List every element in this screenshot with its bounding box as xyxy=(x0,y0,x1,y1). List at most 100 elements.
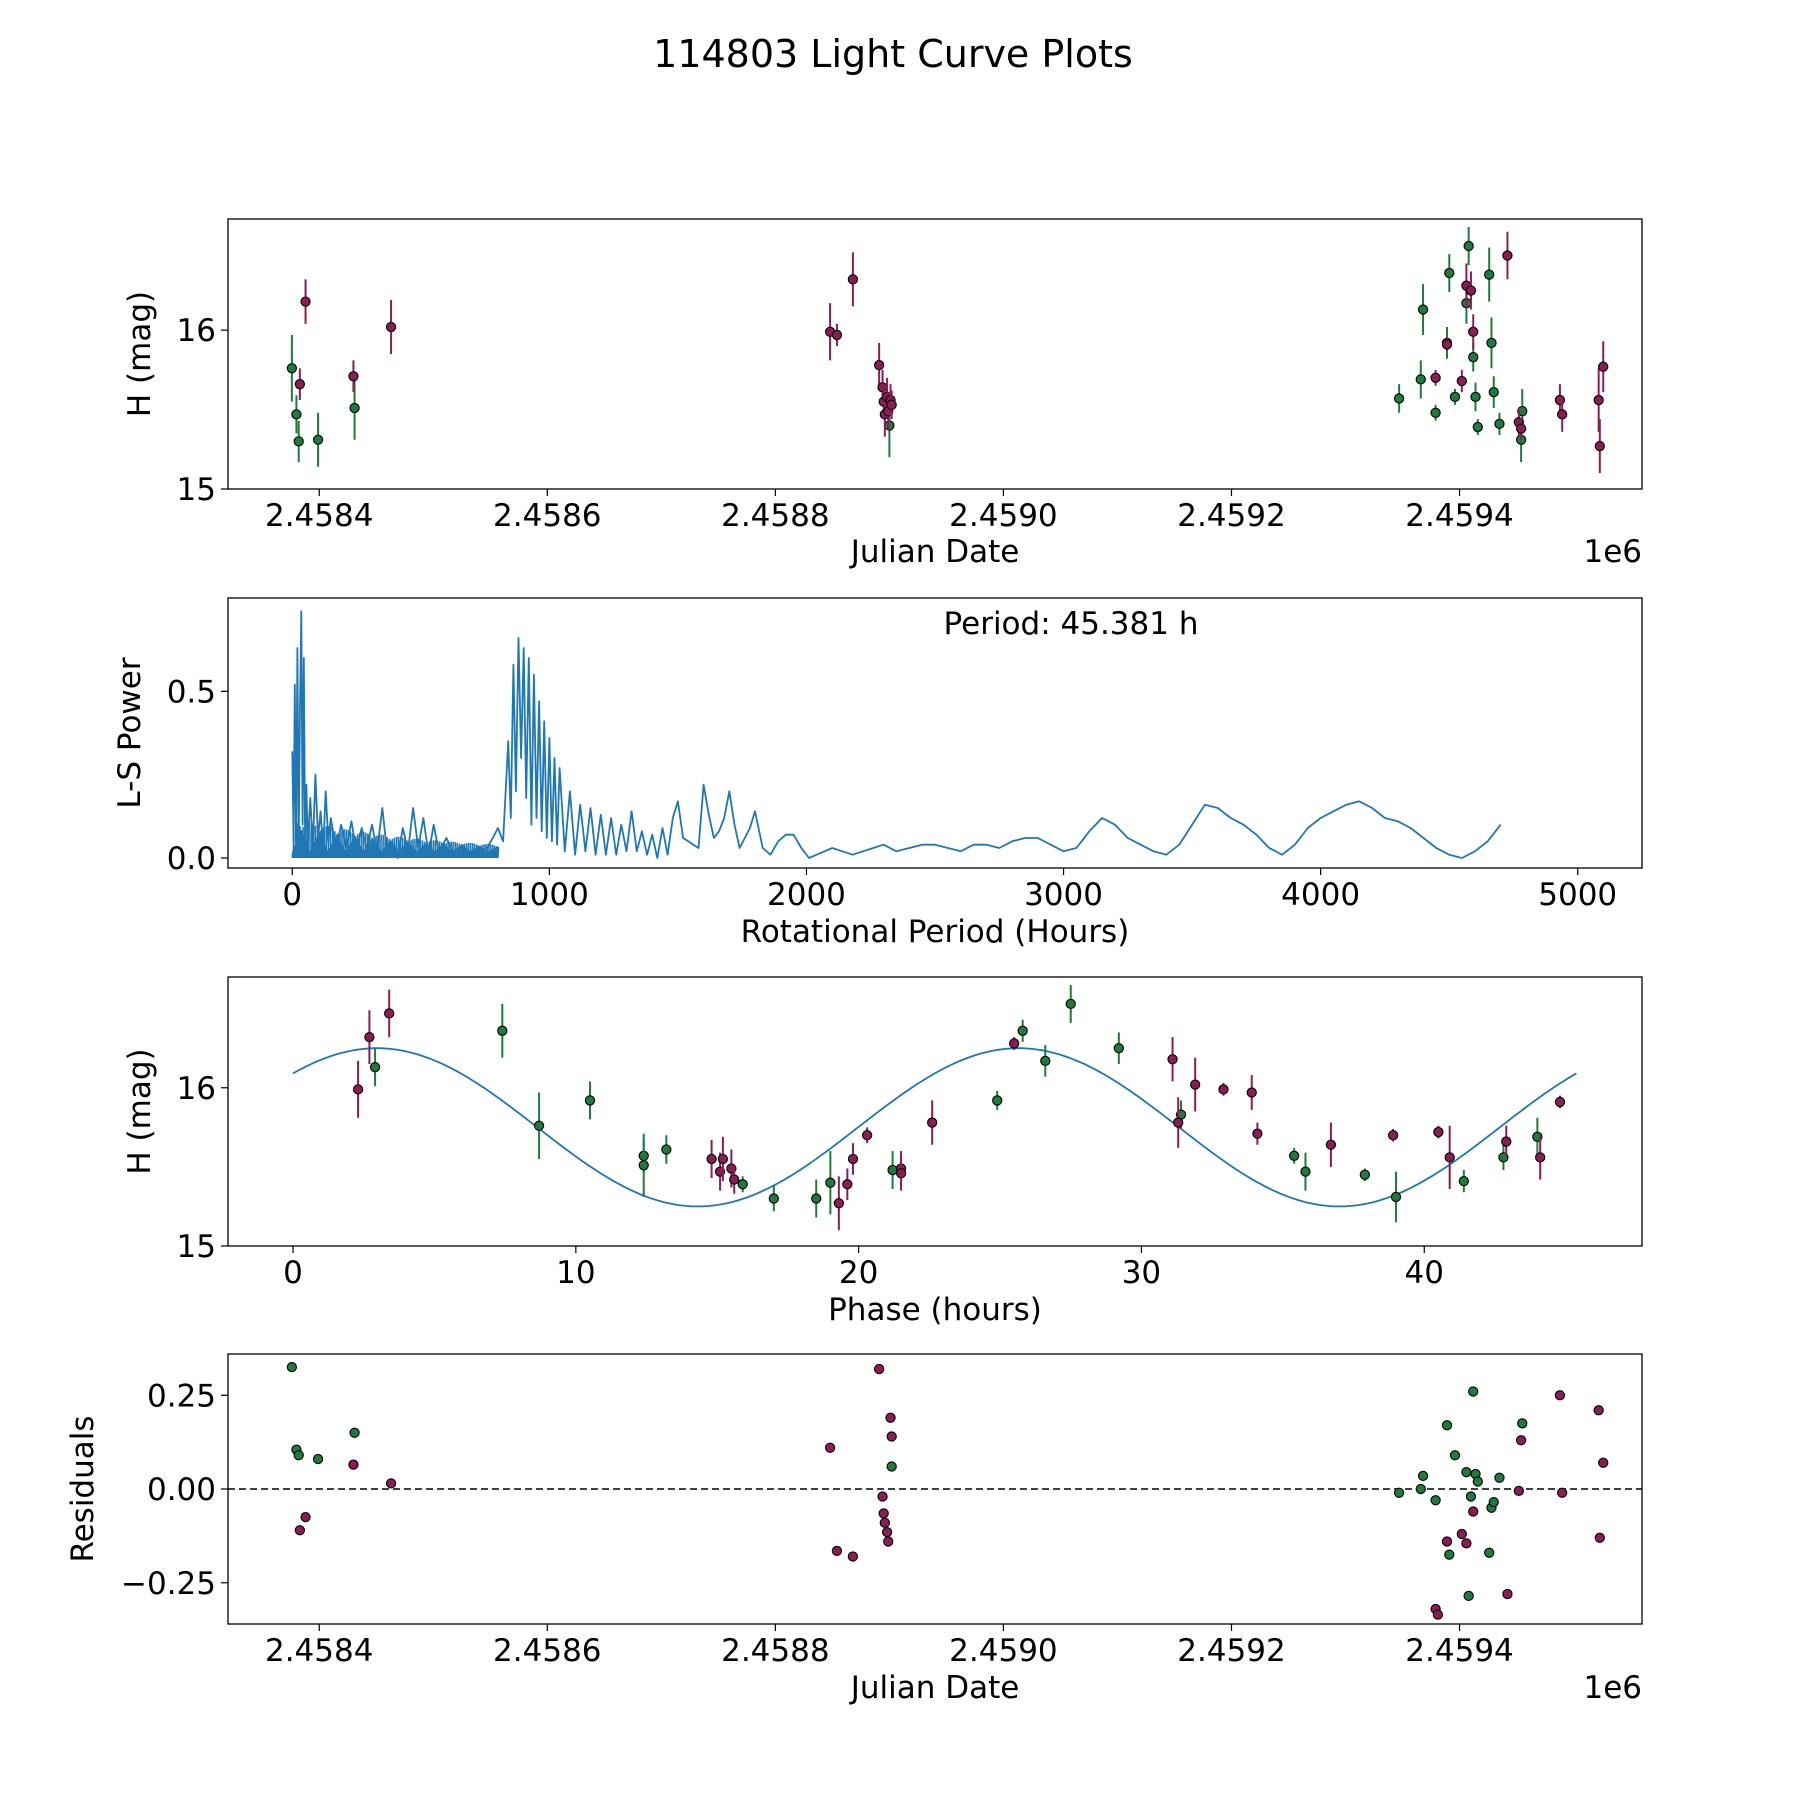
data-point-green xyxy=(1468,1386,1479,1397)
phased-plot-area xyxy=(292,984,1577,1231)
data-point-magenta xyxy=(847,1551,859,1562)
lightcurve-x-axis-label: Julian Date xyxy=(849,534,1020,570)
lightcurve-axes-frame xyxy=(227,218,1643,490)
data-point-green xyxy=(1461,1466,1472,1478)
data-point-green xyxy=(884,420,895,431)
residuals-x-offset-label: 1e6 xyxy=(1583,1670,1642,1706)
data-point-green xyxy=(1458,1175,1469,1187)
data-point-magenta xyxy=(1430,372,1441,383)
phased-series-green xyxy=(369,984,1543,1223)
data-point-magenta xyxy=(1252,1128,1263,1139)
data-point-green xyxy=(286,363,298,374)
x-tick-label: 2.4592 xyxy=(1177,498,1285,534)
data-point-magenta xyxy=(1594,1532,1605,1543)
data-point-magenta xyxy=(294,1525,305,1536)
x-tick-label: 0 xyxy=(283,1255,303,1291)
data-point-green xyxy=(1444,1549,1455,1560)
data-point-green xyxy=(1517,406,1528,417)
x-tick-label: 2.4584 xyxy=(265,1633,373,1669)
data-point-green xyxy=(1390,1191,1402,1203)
residuals-x-axis-label: Julian Date xyxy=(849,1670,1020,1706)
x-tick-label: 2.4584 xyxy=(265,498,373,534)
data-point-magenta xyxy=(1325,1139,1337,1150)
data-point-magenta xyxy=(873,359,885,371)
data-point-green xyxy=(1488,386,1499,398)
data-point-green xyxy=(1463,240,1474,252)
data-point-magenta xyxy=(1190,1079,1201,1090)
data-point-magenta xyxy=(878,1508,889,1519)
x-tick-label: 2.4586 xyxy=(493,498,601,534)
data-point-magenta xyxy=(1433,1126,1444,1138)
data-point-magenta xyxy=(824,1442,836,1453)
data-point-magenta xyxy=(1598,1457,1609,1468)
x-tick-label: 40 xyxy=(1405,1255,1444,1291)
phased-series-magenta xyxy=(352,989,1566,1231)
data-point-green xyxy=(286,1361,298,1373)
lightcurve-y-axis-label: H (mag) xyxy=(122,291,158,417)
data-point-green xyxy=(1444,267,1455,279)
data-point-magenta xyxy=(1009,1038,1020,1049)
data-point-green xyxy=(1488,1496,1499,1508)
data-point-magenta xyxy=(861,1130,873,1141)
x-tick-label: 3000 xyxy=(1024,877,1103,913)
data-point-green xyxy=(1417,304,1429,315)
residuals-series-green xyxy=(286,1361,1528,1602)
data-point-green xyxy=(1486,337,1497,349)
data-point-green xyxy=(584,1095,596,1106)
data-point-magenta xyxy=(384,1008,395,1019)
data-point-magenta xyxy=(364,1031,375,1043)
data-point-green xyxy=(1430,1495,1441,1506)
data-point-green xyxy=(1484,269,1495,280)
x-tick-label: 2.4590 xyxy=(949,1633,1057,1669)
periodogram-panel: 0 1000 2000 3000 4000 5000 0.0 0.5 Rotational Pe… xyxy=(112,597,1643,950)
data-point-green xyxy=(1417,1470,1429,1482)
data-point-green xyxy=(638,1160,649,1171)
phased-y-axis-label: H (mag) xyxy=(122,1048,158,1174)
lightcurve-series-magenta xyxy=(294,231,1609,474)
data-point-magenta xyxy=(1502,250,1513,261)
data-point-green xyxy=(887,1164,898,1176)
data-point-green xyxy=(1449,391,1461,403)
figure-title: 114803 Light Curve Plots xyxy=(653,32,1133,76)
data-point-green xyxy=(291,409,302,420)
data-point-green xyxy=(1494,418,1505,430)
data-point-magenta xyxy=(1535,1152,1546,1163)
data-point-green xyxy=(1430,407,1441,418)
data-point-green xyxy=(369,1062,381,1073)
y-tick-label: 0.5 xyxy=(167,674,216,710)
x-tick-label: 2.4594 xyxy=(1405,1633,1513,1669)
data-point-magenta xyxy=(1468,1506,1479,1517)
data-point-green xyxy=(1465,1491,1477,1502)
data-point-green xyxy=(1472,1476,1483,1487)
data-point-magenta xyxy=(1513,1485,1524,1497)
data-point-green xyxy=(1415,374,1426,385)
data-point-green xyxy=(1300,1166,1311,1177)
lightcurve-x-offset-label: 1e6 xyxy=(1583,534,1642,570)
y-tick-label: 15 xyxy=(177,472,216,508)
periodogram-y-axis-label: L-S Power xyxy=(112,657,148,808)
data-point-magenta xyxy=(1246,1087,1257,1098)
x-tick-label: 0 xyxy=(282,877,302,913)
periodogram-plot-area xyxy=(291,610,1502,859)
x-tick-label: 2.4588 xyxy=(721,498,829,534)
data-point-green xyxy=(1441,1420,1453,1431)
period-annotation: Period: 45.381 h xyxy=(944,606,1199,642)
data-point-magenta xyxy=(1594,440,1605,452)
data-point-magenta xyxy=(895,1168,907,1179)
data-point-magenta xyxy=(881,1526,893,1538)
data-point-green xyxy=(768,1193,779,1204)
data-point-magenta xyxy=(879,1517,890,1528)
data-point-green xyxy=(1393,1487,1405,1498)
lightcurve-panel: 2.4584 2.4586 2.4588 2.4590 2.4592 2.4594 15 16… xyxy=(122,218,1643,570)
data-point-green xyxy=(825,1177,836,1188)
y-tick-label: 0.0 xyxy=(167,841,216,877)
data-point-magenta xyxy=(1501,1136,1512,1147)
data-point-magenta xyxy=(847,274,859,285)
data-point-magenta xyxy=(873,1363,885,1375)
data-point-magenta xyxy=(833,1198,844,1209)
data-point-magenta xyxy=(1441,1536,1453,1547)
data-point-magenta xyxy=(847,1153,859,1165)
residuals-y-axis-label: Residuals xyxy=(65,1415,101,1562)
